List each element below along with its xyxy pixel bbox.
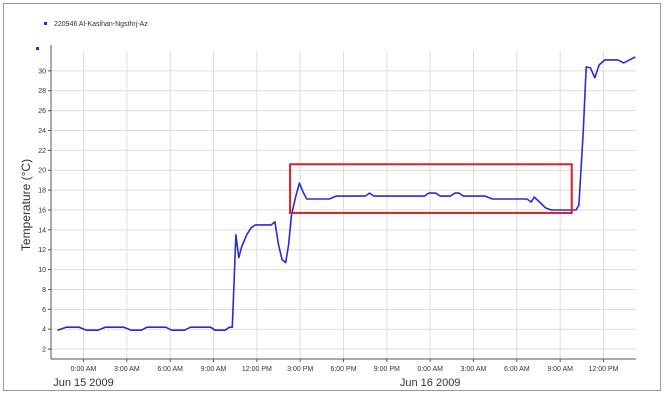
y-tick-label: 24 xyxy=(38,128,46,135)
y-axis-label: Temperature (°C) xyxy=(19,159,33,251)
x-tick-label: 3:00 AM xyxy=(114,366,140,373)
x-tick-label: 6:00 AM xyxy=(504,366,530,373)
y-tick-label: 2 xyxy=(42,347,46,354)
x-tick-label: 0:00 AM xyxy=(417,366,443,373)
legend-label: 220946 Al-Kasihan-Ngsthrj-Az xyxy=(54,21,148,28)
x-tick-label: 6:00 AM xyxy=(157,366,183,373)
x-tick-label: 12:00 PM xyxy=(242,366,272,373)
highlight-rectangle xyxy=(289,163,573,214)
y-tick-label: 18 xyxy=(38,188,46,195)
y-tick-label: 8 xyxy=(42,287,46,294)
series-line xyxy=(57,56,636,332)
y-tick-label: 12 xyxy=(38,247,46,254)
y-tick-label: 14 xyxy=(38,227,46,234)
date-label: Jun 15 2009 xyxy=(53,377,114,389)
y-tick-label: 10 xyxy=(38,267,46,274)
date-label: Jun 16 2009 xyxy=(400,377,461,389)
y-tick-label: 22 xyxy=(38,148,46,155)
x-tick-label: 3:00 AM xyxy=(461,366,487,373)
x-tick-label: 3:00 PM xyxy=(287,366,313,373)
y-tick-label: 6 xyxy=(42,307,46,314)
y-tick-label: 26 xyxy=(38,108,46,115)
x-tick-label: 9:00 AM xyxy=(547,366,573,373)
y-tick-label: 20 xyxy=(38,168,46,175)
y-tick-label: 4 xyxy=(42,327,46,334)
y-axis-marker xyxy=(36,47,39,50)
legend-swatch xyxy=(44,22,47,25)
x-tick-label: 9:00 PM xyxy=(374,366,400,373)
x-tick-label: 12:00 PM xyxy=(589,366,619,373)
x-tick-label: 9:00 AM xyxy=(201,366,227,373)
x-tick-label: 0:00 AM xyxy=(71,366,97,373)
chart-frame: 2 4 6 8 10 12 14 16 18 20 22 24 26 28 30 0:00 AM 3:00 AM… xyxy=(3,3,661,391)
y-tick-label: 16 xyxy=(38,207,46,214)
x-tick-label: 6:00 PM xyxy=(330,366,356,373)
y-tick-label: 28 xyxy=(38,88,46,95)
y-tick-label: 30 xyxy=(38,68,46,75)
